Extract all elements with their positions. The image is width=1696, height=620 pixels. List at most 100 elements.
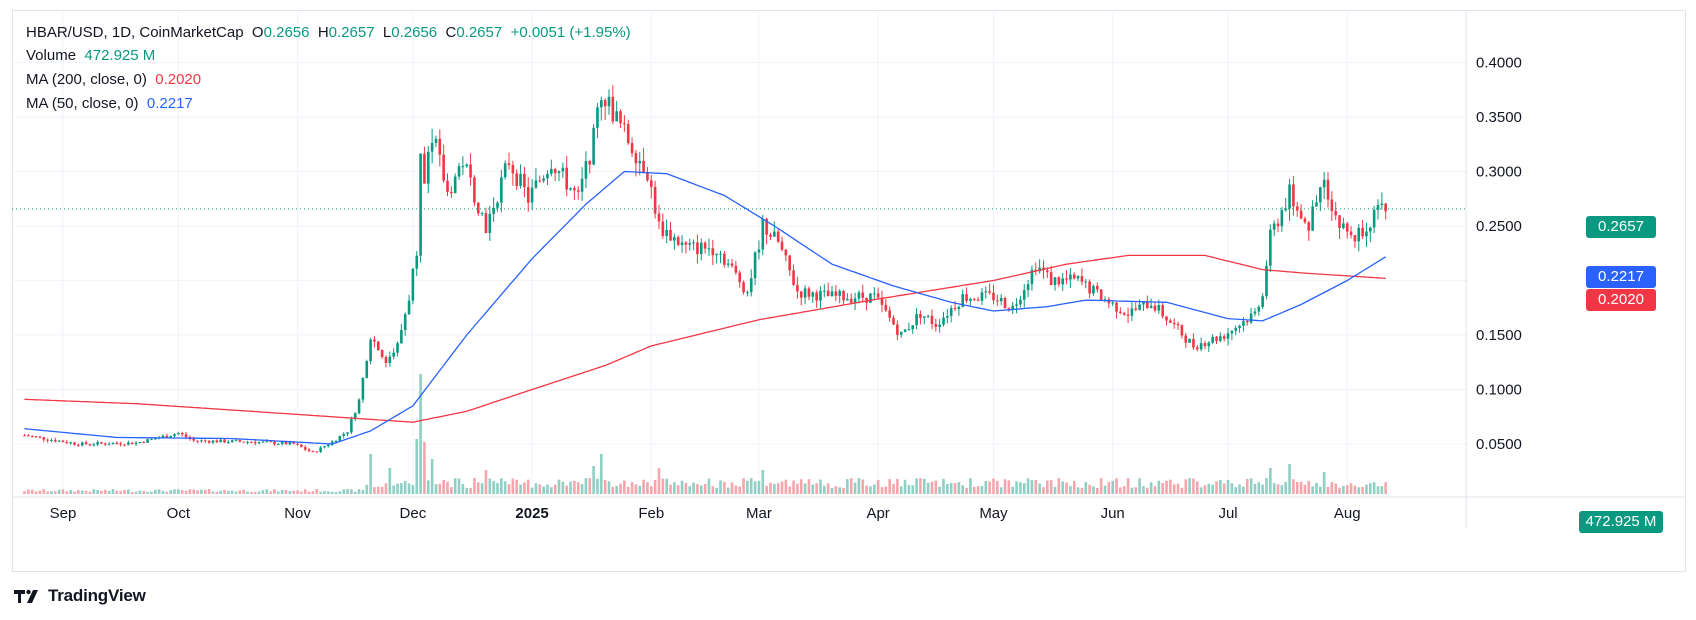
volume-bar xyxy=(315,489,319,494)
candle-body xyxy=(1026,284,1030,291)
brand[interactable]: TradingView xyxy=(14,586,146,606)
volume-bar xyxy=(703,483,707,494)
volume-bar xyxy=(784,479,788,494)
legend-ma50-label: MA (50, close, 0) xyxy=(26,95,139,112)
volume-bar xyxy=(1280,485,1284,494)
candle-body xyxy=(949,308,953,316)
candle-body xyxy=(200,440,203,442)
volume-bar xyxy=(234,491,238,494)
volume-bar xyxy=(215,491,219,494)
candle-body xyxy=(926,315,930,317)
y-tick-label: 0.1500 xyxy=(1476,327,1522,344)
candle-body xyxy=(169,436,172,438)
candle-body xyxy=(127,442,130,445)
volume-bar xyxy=(1030,480,1034,494)
candle-body xyxy=(34,436,38,438)
candle-body xyxy=(311,451,315,453)
volume-bar xyxy=(1092,486,1095,494)
volume-bar xyxy=(711,486,715,494)
volume-bar xyxy=(688,486,692,494)
candle-body xyxy=(50,439,53,441)
candle-body xyxy=(661,221,665,236)
candle-body xyxy=(1169,320,1172,323)
volume-bar xyxy=(1049,480,1053,494)
volume-bar xyxy=(865,485,868,494)
volume-bar xyxy=(603,479,607,494)
candle-body xyxy=(715,253,718,256)
volume-bar xyxy=(438,483,442,494)
volume-bar xyxy=(1026,478,1030,494)
volume-bar xyxy=(1342,485,1345,494)
candle-body xyxy=(911,325,915,330)
volume-bar xyxy=(92,489,96,494)
x-tick-label: Oct xyxy=(167,505,191,522)
candle-body xyxy=(138,442,142,444)
volume-bar xyxy=(1157,480,1161,494)
candle-body xyxy=(984,291,988,293)
candle-body xyxy=(826,290,830,297)
volume-bar xyxy=(65,491,69,494)
candle-body xyxy=(338,435,342,441)
volume-bar xyxy=(1195,481,1199,494)
volume-bar xyxy=(857,478,861,494)
volume-bar xyxy=(446,481,449,494)
volume-bar xyxy=(526,479,530,494)
volume-bar xyxy=(1072,481,1076,494)
candle-body xyxy=(615,111,618,122)
volume-bar xyxy=(1361,487,1364,494)
candle-body xyxy=(261,441,265,443)
legend-symbol-row: HBAR/USD, 1D, CoinMarketCap O0.2656 H0.2… xyxy=(26,24,631,42)
candle-body xyxy=(861,292,865,298)
volume-bar xyxy=(107,490,111,494)
candle-body xyxy=(1038,267,1041,272)
legend-low: 0.2656 xyxy=(391,24,438,41)
candle-body xyxy=(1272,223,1276,230)
volume-bar xyxy=(1015,481,1018,494)
candle-body xyxy=(553,169,557,174)
volume-bar xyxy=(1003,479,1007,494)
candle-body xyxy=(692,242,695,244)
volume-bar xyxy=(350,489,353,494)
volume-bar xyxy=(1288,464,1291,494)
volume-bar xyxy=(753,481,757,494)
volume-bar xyxy=(799,479,803,494)
volume-bar xyxy=(1138,478,1141,494)
price-chart[interactable]: 0.4000 0.3500 0.3000 0.2500 0.1500 0.1000 0.05… xyxy=(0,0,1696,580)
candle-body xyxy=(119,443,122,445)
volume-bar xyxy=(223,489,226,494)
candle-body xyxy=(1084,281,1088,283)
legend-volume-row: Volume 472.925 M xyxy=(26,47,155,65)
volume-bar xyxy=(419,374,422,494)
volume-bar xyxy=(1349,483,1353,494)
volume-bar xyxy=(1153,486,1157,494)
volume-bar xyxy=(307,491,311,494)
volume-bar xyxy=(665,478,668,494)
candle-body xyxy=(1315,202,1318,207)
candle-body xyxy=(396,343,399,353)
volume-bar xyxy=(511,478,515,494)
candle-body xyxy=(1176,324,1180,326)
candle-body xyxy=(1049,272,1053,285)
candle-body xyxy=(1115,302,1118,312)
volume-bar xyxy=(699,485,703,494)
volume-bar xyxy=(730,482,734,494)
volume-bar xyxy=(723,481,726,494)
volume-bar xyxy=(550,487,553,494)
volume-bar xyxy=(1249,478,1253,494)
candle-body xyxy=(1111,302,1114,304)
volume-bar xyxy=(473,478,476,494)
candle-body xyxy=(438,138,442,155)
volume-bar xyxy=(388,468,392,494)
candle-body xyxy=(80,442,84,446)
volume-bar xyxy=(1161,483,1164,494)
candle-body xyxy=(1003,297,1007,309)
candle-body xyxy=(161,435,165,438)
volume-bar xyxy=(357,489,361,494)
volume-bar xyxy=(911,485,915,494)
candle-body xyxy=(742,282,745,293)
candle-body xyxy=(1069,274,1072,280)
candle-body xyxy=(1145,301,1149,309)
candle-body xyxy=(811,292,815,297)
x-tick-label: Mar xyxy=(746,505,772,522)
volume-bar xyxy=(1245,478,1249,494)
